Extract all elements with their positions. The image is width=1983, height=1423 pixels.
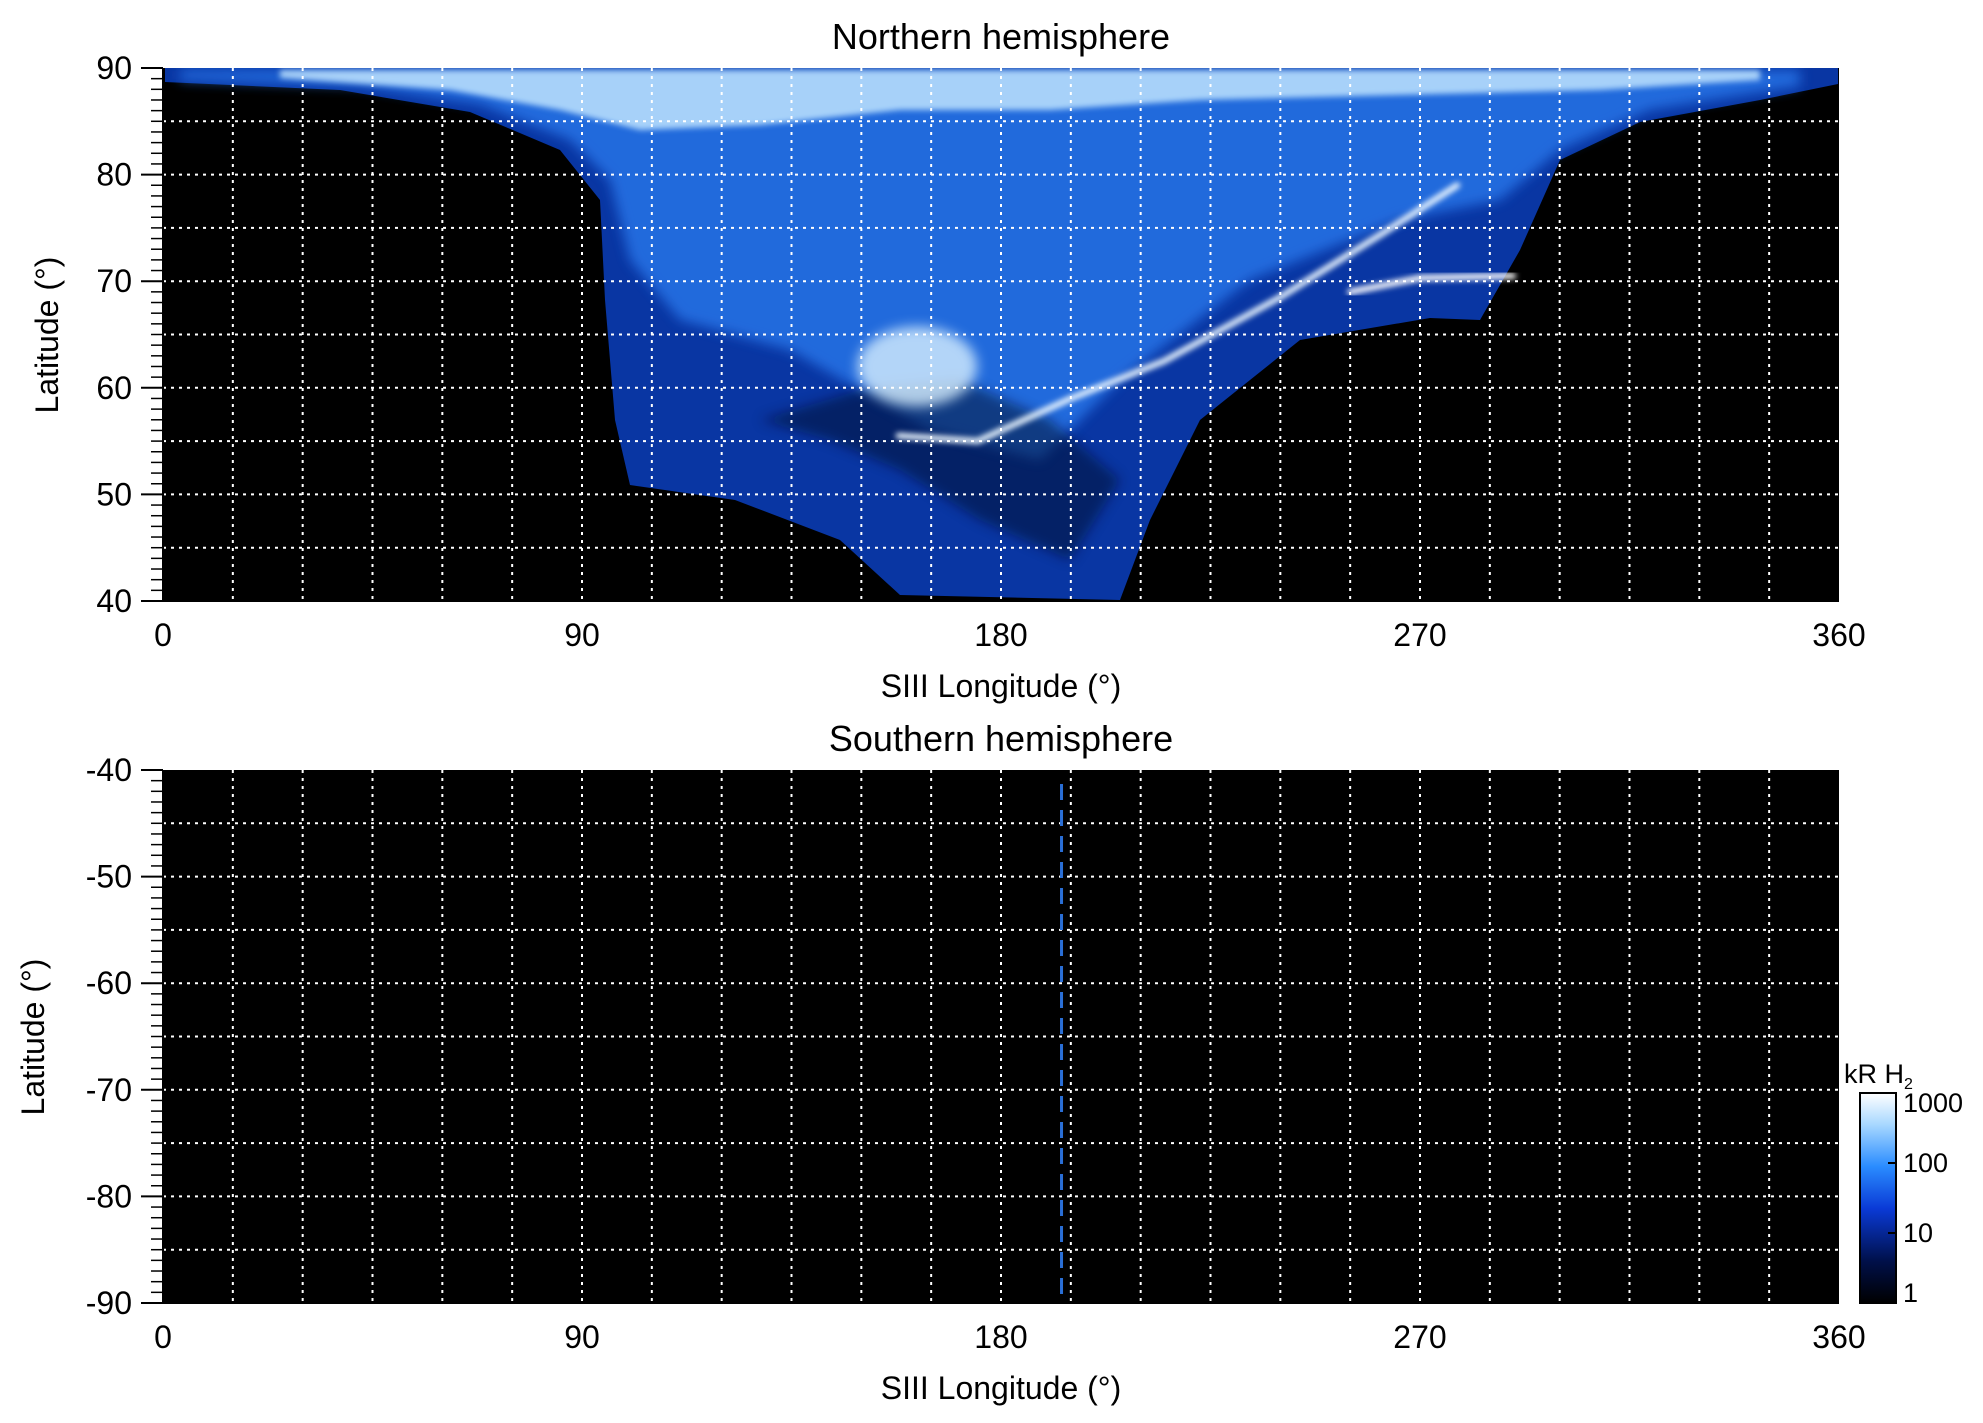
south-x-axis-label: SIII Longitude (°) — [881, 1370, 1121, 1406]
south-y-ticks: -40 -50 -60 -70 -80 -90 — [86, 752, 132, 1321]
south-y-tick-label: -90 — [86, 1285, 132, 1321]
colorbar-title-main: kR H — [1844, 1059, 1904, 1089]
north-minor-ticks — [141, 67, 1839, 602]
south-title: Southern hemisphere — [829, 718, 1173, 759]
south-y-tick-label: -70 — [86, 1072, 132, 1108]
north-x-tick-label: 0 — [154, 617, 172, 653]
north-dark-patch — [760, 380, 1120, 560]
south-x-tick-label: 180 — [974, 1319, 1027, 1355]
south-panel: Southern hemisphere 0 90 180 270 360 -40-50-… — [15, 718, 1866, 1406]
south-y-tick-label: -40 — [86, 752, 132, 788]
colorbar-title: kR H2 — [1844, 1059, 1913, 1093]
south-minor-ticks — [141, 769, 1839, 1304]
colorbar-tick-label: 1000 — [1903, 1088, 1963, 1118]
north-x-axis-label: SIII Longitude (°) — [881, 668, 1121, 704]
south-x-tick-label: 0 — [154, 1319, 172, 1355]
north-y-tick-label: 90 — [96, 50, 132, 86]
north-x-tick-label: 90 — [564, 617, 600, 653]
north-y-tick-label: 50 — [96, 476, 132, 512]
north-y-tick-label: 60 — [96, 370, 132, 406]
north-x-ticks: 0 90 180 270 360 — [154, 617, 1866, 653]
north-panel: Northern hemisphere 0 90 180 270 360 40 50 60 7… — [29, 16, 1866, 704]
south-y-tick-label: -80 — [86, 1178, 132, 1214]
south-x-tick-label: 360 — [1812, 1319, 1865, 1355]
north-x-tick-label: 270 — [1393, 617, 1446, 653]
north-y-tick-label: 70 — [96, 263, 132, 299]
north-y-tick-label: 40 — [96, 583, 132, 619]
north-y-tick-label: 80 — [96, 157, 132, 193]
north-main-oval — [895, 182, 1461, 445]
north-x-tick-label: 360 — [1812, 617, 1865, 653]
north-bright-spot — [857, 326, 978, 407]
colorbar-gradient — [1859, 1092, 1897, 1304]
north-emission-bright — [280, 70, 1760, 130]
colorbar-tick-label: 100 — [1903, 1148, 1948, 1178]
south-y-tick-label: -60 — [86, 965, 132, 1001]
north-title: Northern hemisphere — [832, 16, 1170, 57]
north-emission-mid — [180, 70, 1800, 460]
north-y-axis-label: Latitude (°) — [29, 257, 65, 414]
colorbar: kR H2 1000 100 10 1 — [1844, 1059, 1963, 1308]
north-grid — [163, 68, 1839, 601]
north-x-tick-label: 180 — [974, 617, 1027, 653]
colorbar-title-subscript: 2 — [1904, 1076, 1913, 1093]
south-y-tick-label: -50 — [86, 859, 132, 895]
colorbar-ticks: 1000 100 10 1 — [1888, 1088, 1963, 1308]
south-y-axis-label: Latitude (°) — [15, 959, 51, 1116]
north-y-ticks: 40 50 60 70 80 90 — [96, 50, 132, 619]
colorbar-tick-label: 1 — [1903, 1278, 1918, 1308]
south-x-tick-label: 90 — [564, 1319, 600, 1355]
colorbar-tick-label: 10 — [1903, 1218, 1933, 1248]
south-x-ticks: 0 90 180 270 360 — [154, 1319, 1866, 1355]
south-x-tick-label: 270 — [1393, 1319, 1446, 1355]
south-grid — [163, 770, 1839, 1303]
